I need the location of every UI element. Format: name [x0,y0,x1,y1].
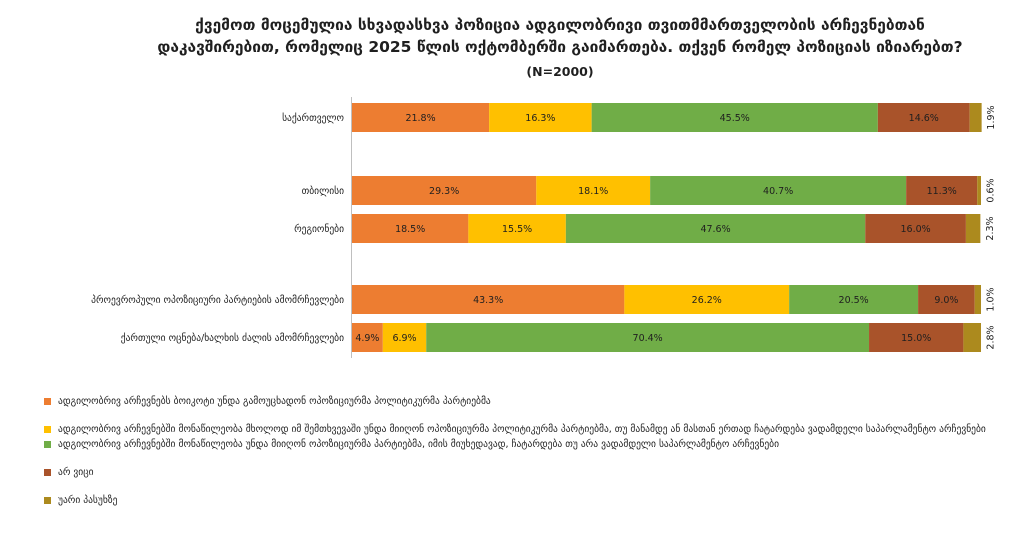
bar-segment [974,285,981,314]
legend-item: ადგილობრივ არჩევნებს ბოიკოტი უნდა გამოუც… [44,395,1004,408]
data-label: 6.9% [392,333,416,344]
bar-segment [426,323,870,352]
data-label: 11.3% [927,186,957,197]
data-label: 45.5% [720,113,750,124]
bar-segment [963,323,981,352]
data-label: 16.3% [525,113,555,124]
data-label: 40.7% [763,186,793,197]
data-label: 16.0% [900,224,930,235]
data-label: 26.2% [692,295,722,306]
legend-label: უარი პასუხზე [58,495,118,506]
category-label: რეგიონები [294,224,344,235]
bar-segment [906,176,978,205]
data-label: 14.6% [909,113,939,124]
bar-segment [869,323,964,352]
bar-segment [565,214,866,243]
bar-segment [865,214,966,243]
chart-title-line-1: ქვემოთ მოცემულია სხვადასხვა პოზიცია ადგი… [195,16,925,34]
legend-swatch [44,469,51,476]
data-label: 47.6% [700,224,730,235]
bar-segment [352,103,490,132]
bar-segment [969,103,982,132]
bar-segment [352,214,469,243]
legend-label: ადგილობრივ არჩევნებში მონაწილეობა მხოლოდ… [58,424,986,435]
data-label: 43.3% [473,295,503,306]
legend-label: ადგილობრივ არჩევნებში მონაწილეობა უნდა მ… [58,439,780,450]
category-label: ქართული ოცნება/ხალხის ძალის ამომრჩევლები [121,333,344,344]
legend-item: არ ვიცი [44,466,1004,479]
chart-subtitle: (N=2000) [526,64,594,79]
data-label: 0.6% [986,178,997,202]
data-label: 29.3% [429,186,459,197]
bar-segment [489,103,592,132]
category-label: თბილისი [302,186,344,197]
bar-segment [536,176,651,205]
legend-item: უარი პასუხზე [44,494,1004,507]
category-label: საქართველო [282,113,344,124]
legend: ადგილობრივ არჩევნებს ბოიკოტი უნდა გამოუც… [44,395,1004,522]
data-label: 18.1% [578,186,608,197]
data-label: 15.0% [901,333,931,344]
legend-item: ადგილობრივ არჩევნებში მონაწილეობა მხოლოდ… [44,423,1004,436]
data-label: 1.0% [986,287,997,311]
bar-segment [650,176,907,205]
legend-swatch [44,426,51,433]
bar-segment [382,323,427,352]
data-label: 18.5% [395,224,425,235]
chart-title: ქვემოთ მოცემულია სხვადასხვა პოზიცია ადგი… [120,14,1000,58]
data-label: 4.9% [355,333,379,344]
chart-title-line-2: დაკავშირებით, რომელიც 2025 წლის ოქტომბერ… [157,38,963,56]
data-label: 9.0% [934,295,958,306]
legend-swatch [44,441,51,448]
bar-segment [877,103,970,132]
data-label: 2.8% [986,325,997,349]
data-label: 20.5% [839,295,869,306]
category-label: პროევროპული ოპოზიციური პარტიების ამომრჩე… [91,295,344,306]
data-label: 1.9% [986,105,997,129]
data-label: 70.4% [633,333,663,344]
bar-segment [624,285,790,314]
data-label: 2.3% [985,216,996,240]
bar-segment [591,103,878,132]
bar-segment [352,176,537,205]
data-label: 15.5% [502,224,532,235]
bar-segment [468,214,566,243]
legend-swatch [44,398,51,405]
bar-segment [352,285,625,314]
stacked-bar-chart: საქართველო 21.8% 16.3% 45.5% 14.6% 1.9% თბილის… [91,97,997,358]
data-label: 21.8% [405,113,435,124]
legend-label: არ ვიცი [58,467,94,478]
bar-segment [352,323,383,352]
bar-segment [789,285,919,314]
bar-segment [977,176,981,205]
legend-label: ადგილობრივ არჩევნებს ბოიკოტი უნდა გამოუც… [58,396,491,407]
legend-swatch [44,497,51,504]
bar-segment [918,285,975,314]
bar-segment [965,214,981,243]
legend-item: ადგილობრივ არჩევნებში მონაწილეობა უნდა მ… [44,438,1004,451]
